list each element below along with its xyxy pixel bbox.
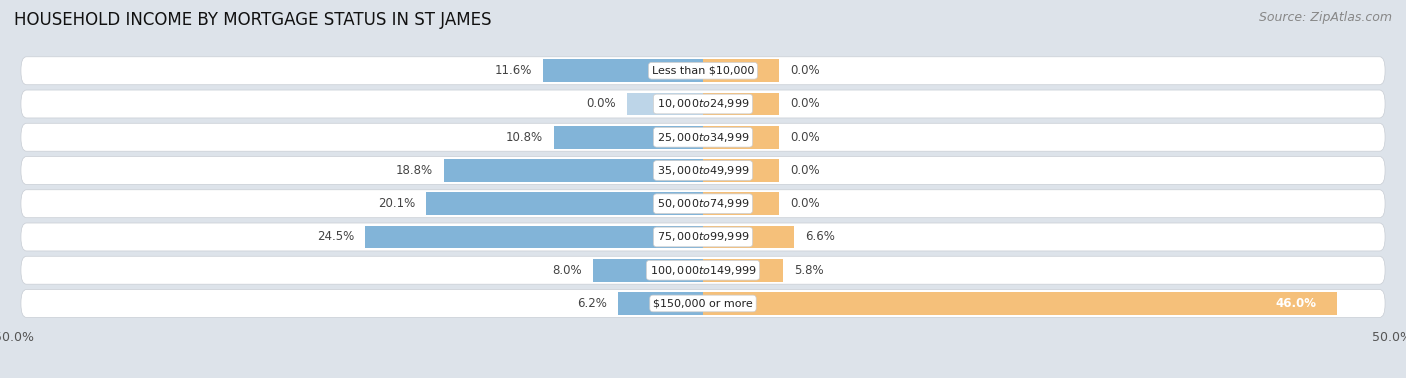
FancyBboxPatch shape [21,290,1385,318]
Text: 0.0%: 0.0% [790,164,820,177]
Text: $150,000 or more: $150,000 or more [654,299,752,308]
FancyBboxPatch shape [21,223,1385,251]
Bar [366,226,703,248]
Text: $75,000 to $99,999: $75,000 to $99,999 [657,231,749,243]
Text: 18.8%: 18.8% [396,164,433,177]
Text: 0.0%: 0.0% [586,98,616,110]
Bar [703,292,1337,315]
Bar [703,126,779,149]
FancyBboxPatch shape [21,256,1385,284]
Text: $25,000 to $34,999: $25,000 to $34,999 [657,131,749,144]
Bar [703,93,779,115]
Text: $100,000 to $149,999: $100,000 to $149,999 [650,264,756,277]
Bar [703,159,779,182]
Text: $50,000 to $74,999: $50,000 to $74,999 [657,197,749,210]
Text: 0.0%: 0.0% [790,64,820,77]
Text: 10.8%: 10.8% [506,131,543,144]
FancyBboxPatch shape [21,123,1385,151]
Bar [554,126,703,149]
Text: 6.6%: 6.6% [806,231,835,243]
Bar [617,292,703,315]
Bar [703,259,783,282]
Text: $35,000 to $49,999: $35,000 to $49,999 [657,164,749,177]
Bar [627,93,703,115]
Text: 6.2%: 6.2% [576,297,606,310]
Text: 0.0%: 0.0% [790,131,820,144]
Text: 11.6%: 11.6% [495,64,531,77]
Text: 0.0%: 0.0% [790,98,820,110]
Text: 24.5%: 24.5% [318,231,354,243]
Bar [593,259,703,282]
Text: 20.1%: 20.1% [378,197,415,210]
Text: 5.8%: 5.8% [794,264,824,277]
Bar [444,159,703,182]
FancyBboxPatch shape [21,90,1385,118]
FancyBboxPatch shape [21,190,1385,218]
Bar [426,192,703,215]
Text: 8.0%: 8.0% [553,264,582,277]
FancyBboxPatch shape [21,57,1385,85]
Text: 46.0%: 46.0% [1275,297,1316,310]
Text: $10,000 to $24,999: $10,000 to $24,999 [657,98,749,110]
Text: HOUSEHOLD INCOME BY MORTGAGE STATUS IN ST JAMES: HOUSEHOLD INCOME BY MORTGAGE STATUS IN S… [14,11,492,29]
Bar [703,192,779,215]
Text: 0.0%: 0.0% [790,197,820,210]
Text: Less than $10,000: Less than $10,000 [652,66,754,76]
Text: Source: ZipAtlas.com: Source: ZipAtlas.com [1258,11,1392,24]
Bar [543,59,703,82]
Bar [703,226,794,248]
Bar [703,59,779,82]
FancyBboxPatch shape [21,156,1385,184]
